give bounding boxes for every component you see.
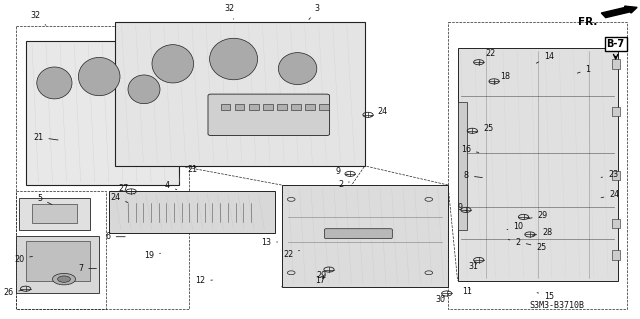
Text: 29: 29 — [317, 271, 330, 280]
Bar — [277, 104, 287, 110]
Circle shape — [52, 273, 76, 285]
Text: 31: 31 — [468, 262, 479, 271]
Text: 6: 6 — [106, 232, 125, 241]
Polygon shape — [26, 241, 90, 281]
Text: 3: 3 — [309, 4, 320, 19]
Text: S3M3-B3710B: S3M3-B3710B — [529, 301, 584, 310]
Polygon shape — [458, 48, 618, 281]
Bar — [612, 107, 620, 116]
Text: 1: 1 — [577, 65, 591, 74]
Text: 30: 30 — [435, 295, 445, 304]
Bar — [612, 219, 620, 228]
Text: 11: 11 — [462, 287, 472, 296]
Ellipse shape — [79, 57, 120, 96]
Polygon shape — [458, 102, 467, 230]
Polygon shape — [32, 204, 77, 223]
Bar — [305, 104, 315, 110]
Polygon shape — [16, 236, 99, 293]
FancyArrow shape — [602, 6, 637, 18]
Text: 24: 24 — [110, 193, 128, 203]
Text: B-7: B-7 — [607, 39, 625, 49]
Text: 9: 9 — [336, 167, 348, 176]
Text: 26: 26 — [3, 288, 23, 297]
Text: 8: 8 — [464, 171, 483, 180]
Text: 25: 25 — [526, 243, 547, 252]
Text: 18: 18 — [494, 72, 511, 83]
Bar — [263, 104, 273, 110]
Polygon shape — [115, 22, 365, 166]
Text: 24: 24 — [371, 107, 388, 116]
Text: 14: 14 — [536, 52, 554, 63]
Text: 22: 22 — [283, 250, 300, 259]
Text: 27: 27 — [118, 184, 134, 194]
Bar — [612, 250, 620, 260]
Text: 29: 29 — [527, 211, 548, 220]
Bar — [249, 104, 259, 110]
Ellipse shape — [152, 45, 194, 83]
Text: 16: 16 — [461, 145, 479, 154]
Text: 2: 2 — [338, 180, 349, 189]
Polygon shape — [19, 198, 90, 230]
Text: 12: 12 — [195, 276, 212, 285]
Ellipse shape — [37, 67, 72, 99]
Text: 10: 10 — [507, 222, 524, 231]
Text: 21: 21 — [187, 165, 197, 174]
Text: 25: 25 — [476, 124, 493, 133]
Text: 21: 21 — [33, 133, 58, 142]
Circle shape — [425, 271, 433, 275]
Circle shape — [287, 271, 295, 275]
Bar — [235, 104, 244, 110]
Circle shape — [425, 197, 433, 201]
Bar — [612, 171, 620, 180]
Polygon shape — [282, 185, 448, 287]
Text: 19: 19 — [144, 251, 161, 260]
Text: 17: 17 — [315, 276, 325, 285]
Circle shape — [58, 276, 70, 282]
Text: 32: 32 — [30, 11, 46, 25]
Bar — [221, 104, 230, 110]
Bar — [291, 104, 301, 110]
Text: 15: 15 — [537, 292, 554, 300]
Ellipse shape — [128, 75, 160, 104]
Text: 24: 24 — [601, 190, 620, 199]
Bar — [319, 104, 329, 110]
Text: 28: 28 — [532, 228, 552, 237]
Polygon shape — [109, 191, 275, 233]
Text: 5: 5 — [37, 194, 52, 204]
Text: 2: 2 — [508, 238, 520, 247]
Circle shape — [287, 197, 295, 201]
Text: 9: 9 — [458, 203, 467, 212]
Ellipse shape — [210, 38, 258, 80]
FancyBboxPatch shape — [324, 229, 392, 239]
Text: 23: 23 — [601, 170, 618, 179]
Text: FR.: FR. — [578, 17, 597, 27]
Text: 4: 4 — [165, 181, 177, 190]
Text: 32: 32 — [224, 4, 234, 19]
Text: 7: 7 — [78, 264, 97, 273]
Polygon shape — [26, 41, 179, 185]
Text: 20: 20 — [14, 255, 33, 263]
FancyBboxPatch shape — [208, 94, 330, 136]
Bar — [612, 59, 620, 69]
Text: 22: 22 — [479, 49, 495, 63]
Text: 13: 13 — [261, 238, 278, 247]
Ellipse shape — [278, 53, 317, 85]
